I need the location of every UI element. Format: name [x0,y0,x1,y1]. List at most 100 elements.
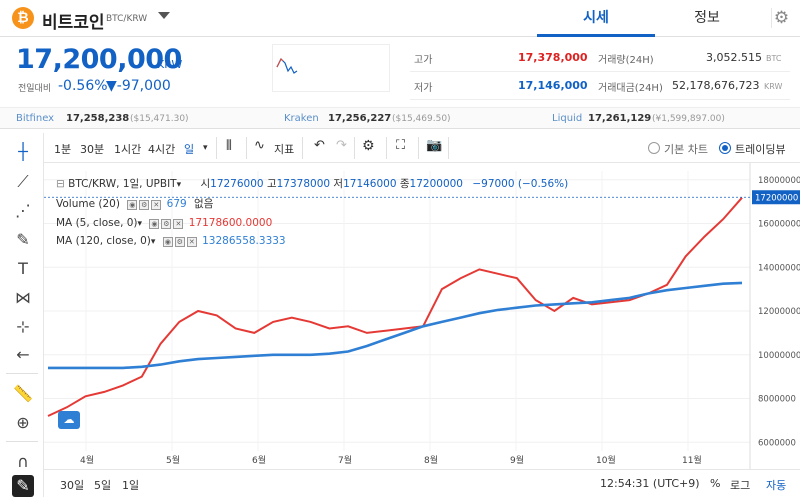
divider [216,137,217,159]
range-30d[interactable]: 30일 [60,479,85,492]
camera-icon[interactable]: 📷 [426,138,443,153]
study-controls[interactable]: ◉ ⚙ ✕ [127,198,163,210]
interval-30m[interactable]: 30분 [80,143,105,156]
ma5-line [47,197,743,417]
y-tick-label: 8000000 [758,395,796,405]
chevron-down-icon[interactable]: ▾ [203,143,208,153]
legend-open-label: 시 [200,178,211,190]
basic-chart-label[interactable]: 기본 차트 [664,143,708,156]
chart-bottom-bar: 30일 5일 1일 12:54:31 (UTC+9) % 로그 자동 [44,469,800,497]
amount-unit: KRW [764,82,783,91]
volume-label: 거래량(24H) [598,55,654,66]
indicator-icon[interactable]: ∿ [254,138,265,153]
divider [6,373,38,374]
ma120-value: 13286558.3333 [202,235,286,247]
prediction-icon[interactable]: ⊹ [16,317,30,336]
coin-name: 비트코인 [42,13,105,33]
range-5d[interactable]: 5일 [94,479,112,492]
candlestick-icon[interactable]: ⫴ [226,138,232,154]
settings-icon[interactable]: ⚙ [362,138,375,154]
interval-1d[interactable]: 일 [184,143,195,156]
legend-close-label: 종 [399,178,410,190]
log-toggle[interactable]: 로그 [730,479,751,492]
ma5-value: 17178600.0000 [188,217,273,229]
radio-tradingview[interactable] [719,142,731,154]
legend-high-label: 고 [266,178,277,190]
trendline-icon[interactable]: ⟋ [17,172,29,191]
last-price-tag [752,190,800,205]
divider [6,441,38,442]
interval-1m[interactable]: 1분 [54,143,72,156]
mini-sparkline [272,44,390,92]
interval-4h[interactable]: 4시간 [148,143,176,156]
magnet-icon[interactable]: ∩ [17,452,29,471]
exchange-name[interactable]: Liquid [552,113,583,124]
radio-basic-chart[interactable] [648,142,660,154]
fullscreen-icon[interactable]: ⛶ [396,138,406,153]
stats-row-low: 저가 17,146,000 거래대금(24H) 52,178,676,723 K… [410,72,790,100]
change-amount: ▼-97,000 [106,78,171,94]
undo-icon[interactable]: ↶ [314,138,325,153]
legend-low-label: 저 [333,178,344,190]
divider [246,137,247,159]
legend-symbol[interactable]: BTC/KRW, 1일, UPBIT [68,178,177,190]
chevron-down-icon[interactable] [158,12,170,19]
y-tick-label: 14000000 [758,263,800,273]
legend-ma5: MA (5, close, 0)▾ ◉ ⚙ ✕ 17178600.0000 [56,217,273,229]
interval-1h[interactable]: 1시간 [114,143,142,156]
chart-canvas[interactable]: 18000000 16000000 14000000 12000000 10000000… [44,163,800,469]
tab-info[interactable]: 정보 [694,10,720,26]
volume-value: 679 [166,198,187,210]
x-tick-label: 10월 [596,454,616,466]
tradingview-logo-icon: ☁ [58,411,80,429]
ma5-label: MA (5, close, 0) [56,217,138,229]
auto-toggle[interactable]: 자동 [766,479,787,492]
zoom-in-icon[interactable]: ⊕ [16,413,30,432]
ruler-icon[interactable]: 📏 [13,384,33,403]
tab-quotes[interactable]: 시세 [537,0,655,37]
legend-low: 17146000 [343,178,397,190]
crosshair-icon[interactable]: ┼ [18,142,28,161]
lock-drawings-icon[interactable]: ✎ [12,475,34,497]
volume-value: 3,052.515 [706,51,762,64]
fibonacci-icon[interactable]: ⋰ [15,201,31,220]
divider [448,137,449,159]
exchange-usd: (¥1,599,897.00) [652,114,725,124]
coin-pair: BTC/KRW [106,14,148,24]
back-arrow-icon[interactable]: ← [16,345,30,364]
volume-unit: BTC [766,54,782,63]
ma120-label: MA (120, close, 0) [56,235,151,247]
pattern-icon[interactable]: ⋈ [15,288,31,307]
exchange-usd: ($15,469.50) [392,114,451,124]
exchange-prices-bar: Bitfinex 17,258,238 ($15,471.30) Kraken … [0,107,800,129]
gear-icon[interactable]: ⚙ [771,8,791,28]
amount-value: 52,178,676,723 [672,79,760,92]
legend-change: −97000 (−0.56%) [472,178,569,190]
exchange-name[interactable]: Bitfinex [16,113,55,124]
exchange-price: 17,258,238 [66,113,130,124]
divider [302,137,303,159]
text-icon[interactable]: T [18,259,28,278]
x-tick-label: 4월 [80,454,94,466]
volume-extra: 없음 [194,198,214,210]
amount-label: 거래대금(24H) [598,83,663,94]
collapse-icon[interactable]: ⊟ [56,178,65,190]
price-chart[interactable]: 18000000 16000000 14000000 12000000 10000000… [44,163,800,497]
y-tick-label: 10000000 [758,351,800,361]
redo-icon[interactable]: ↷ [336,138,347,153]
x-tick-label: 11월 [682,454,702,466]
indicator-button[interactable]: 지표 [274,143,295,156]
study-controls[interactable]: ◉ ⚙ ✕ [149,217,185,229]
y-tick-label: 12000000 [758,307,800,317]
range-1d[interactable]: 1일 [122,479,140,492]
exchange-name[interactable]: Kraken [284,113,319,124]
exchange-usd: ($15,471.30) [130,114,189,124]
clock-time[interactable]: 12:54:31 (UTC+9) [600,477,700,490]
tradingview-label[interactable]: 트레이딩뷰 [735,143,786,156]
study-controls[interactable]: ◉ ⚙ ✕ [162,235,199,247]
change-percent: -0.56% [58,78,108,94]
brush-icon[interactable]: ✎ [16,230,30,249]
exchange-price: 17,261,129 [588,113,652,124]
percent-toggle[interactable]: % [710,477,721,490]
y-tick-label: 6000000 [758,438,796,448]
